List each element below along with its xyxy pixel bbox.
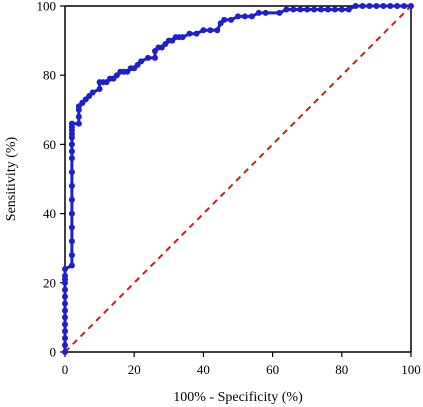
roc-point <box>394 3 401 9</box>
roc-point <box>68 252 75 259</box>
roc-point <box>62 328 68 335</box>
roc-point <box>214 27 221 34</box>
roc-point <box>373 3 380 9</box>
roc-point <box>290 6 297 13</box>
roc-point <box>276 9 283 16</box>
roc-point <box>324 6 331 13</box>
roc-point <box>255 9 262 16</box>
roc-point <box>62 349 68 355</box>
y-tick-label: 100 <box>37 0 57 14</box>
roc-point <box>68 262 75 269</box>
roc-point <box>352 3 359 9</box>
roc-point <box>318 6 325 13</box>
roc-point <box>151 54 158 61</box>
roc-point <box>179 34 186 41</box>
roc-point <box>68 182 75 189</box>
roc-point <box>68 196 75 203</box>
roc-point <box>68 141 75 148</box>
roc-point <box>401 3 408 9</box>
roc-point <box>345 6 352 13</box>
x-axis-label: 100% - Specificity (%) <box>173 390 303 405</box>
roc-point <box>68 120 75 127</box>
roc-point <box>331 6 338 13</box>
roc-point <box>62 265 68 272</box>
roc-point <box>68 210 75 217</box>
roc-point <box>138 58 145 65</box>
roc-point <box>68 169 75 176</box>
y-axis-label: Sensitivity (%) <box>4 136 19 221</box>
roc-point <box>235 13 241 20</box>
roc-point <box>193 30 200 37</box>
roc-point <box>408 3 414 9</box>
roc-point <box>338 6 345 13</box>
roc-point <box>366 3 373 9</box>
y-tick-label: 20 <box>43 275 56 290</box>
roc-point <box>387 3 394 9</box>
y-tick-label: 80 <box>43 68 56 83</box>
x-tick-label: 60 <box>266 362 279 377</box>
y-tick-label: 40 <box>43 206 56 221</box>
roc-point <box>68 155 75 162</box>
roc-point <box>186 30 193 37</box>
x-tick-label: 80 <box>335 362 348 377</box>
roc-point <box>96 86 103 93</box>
x-tick-label: 100 <box>401 362 421 377</box>
roc-point <box>62 314 68 321</box>
roc-point <box>207 27 214 34</box>
roc-point <box>241 13 248 20</box>
x-tick-label: 20 <box>128 362 141 377</box>
x-tick-label: 0 <box>62 362 69 377</box>
roc-point <box>283 6 290 13</box>
roc-point <box>62 307 68 314</box>
roc-point <box>380 3 387 9</box>
roc-point <box>68 238 75 245</box>
roc-point <box>359 3 366 9</box>
reference-diagonal-line <box>64 5 412 353</box>
roc-point <box>304 6 311 13</box>
series-layer <box>62 3 414 355</box>
roc-point <box>62 321 68 328</box>
roc-point <box>68 224 75 231</box>
roc-point <box>221 16 228 23</box>
roc-point <box>62 335 68 342</box>
x-axis-ticks: 0 20 40 60 80 100 <box>62 352 421 377</box>
roc-point <box>297 6 304 13</box>
roc-point <box>262 9 269 16</box>
roc-point <box>228 16 235 23</box>
roc-point <box>200 27 207 34</box>
y-tick-label: 0 <box>50 345 57 360</box>
roc-point <box>75 113 82 120</box>
x-tick-label: 40 <box>197 362 210 377</box>
roc-point <box>62 272 68 279</box>
roc-point <box>68 148 75 155</box>
roc-point <box>89 89 96 96</box>
roc-point <box>248 13 255 20</box>
roc-point <box>62 342 68 349</box>
roc-point <box>311 6 318 13</box>
roc-point <box>62 293 68 300</box>
y-axis-ticks: 0 20 40 60 80 100 <box>37 0 65 360</box>
y-tick-label: 60 <box>43 137 56 152</box>
roc-point <box>62 286 68 293</box>
roc-point <box>75 120 82 127</box>
roc-point <box>62 300 68 307</box>
roc-point <box>145 54 152 61</box>
